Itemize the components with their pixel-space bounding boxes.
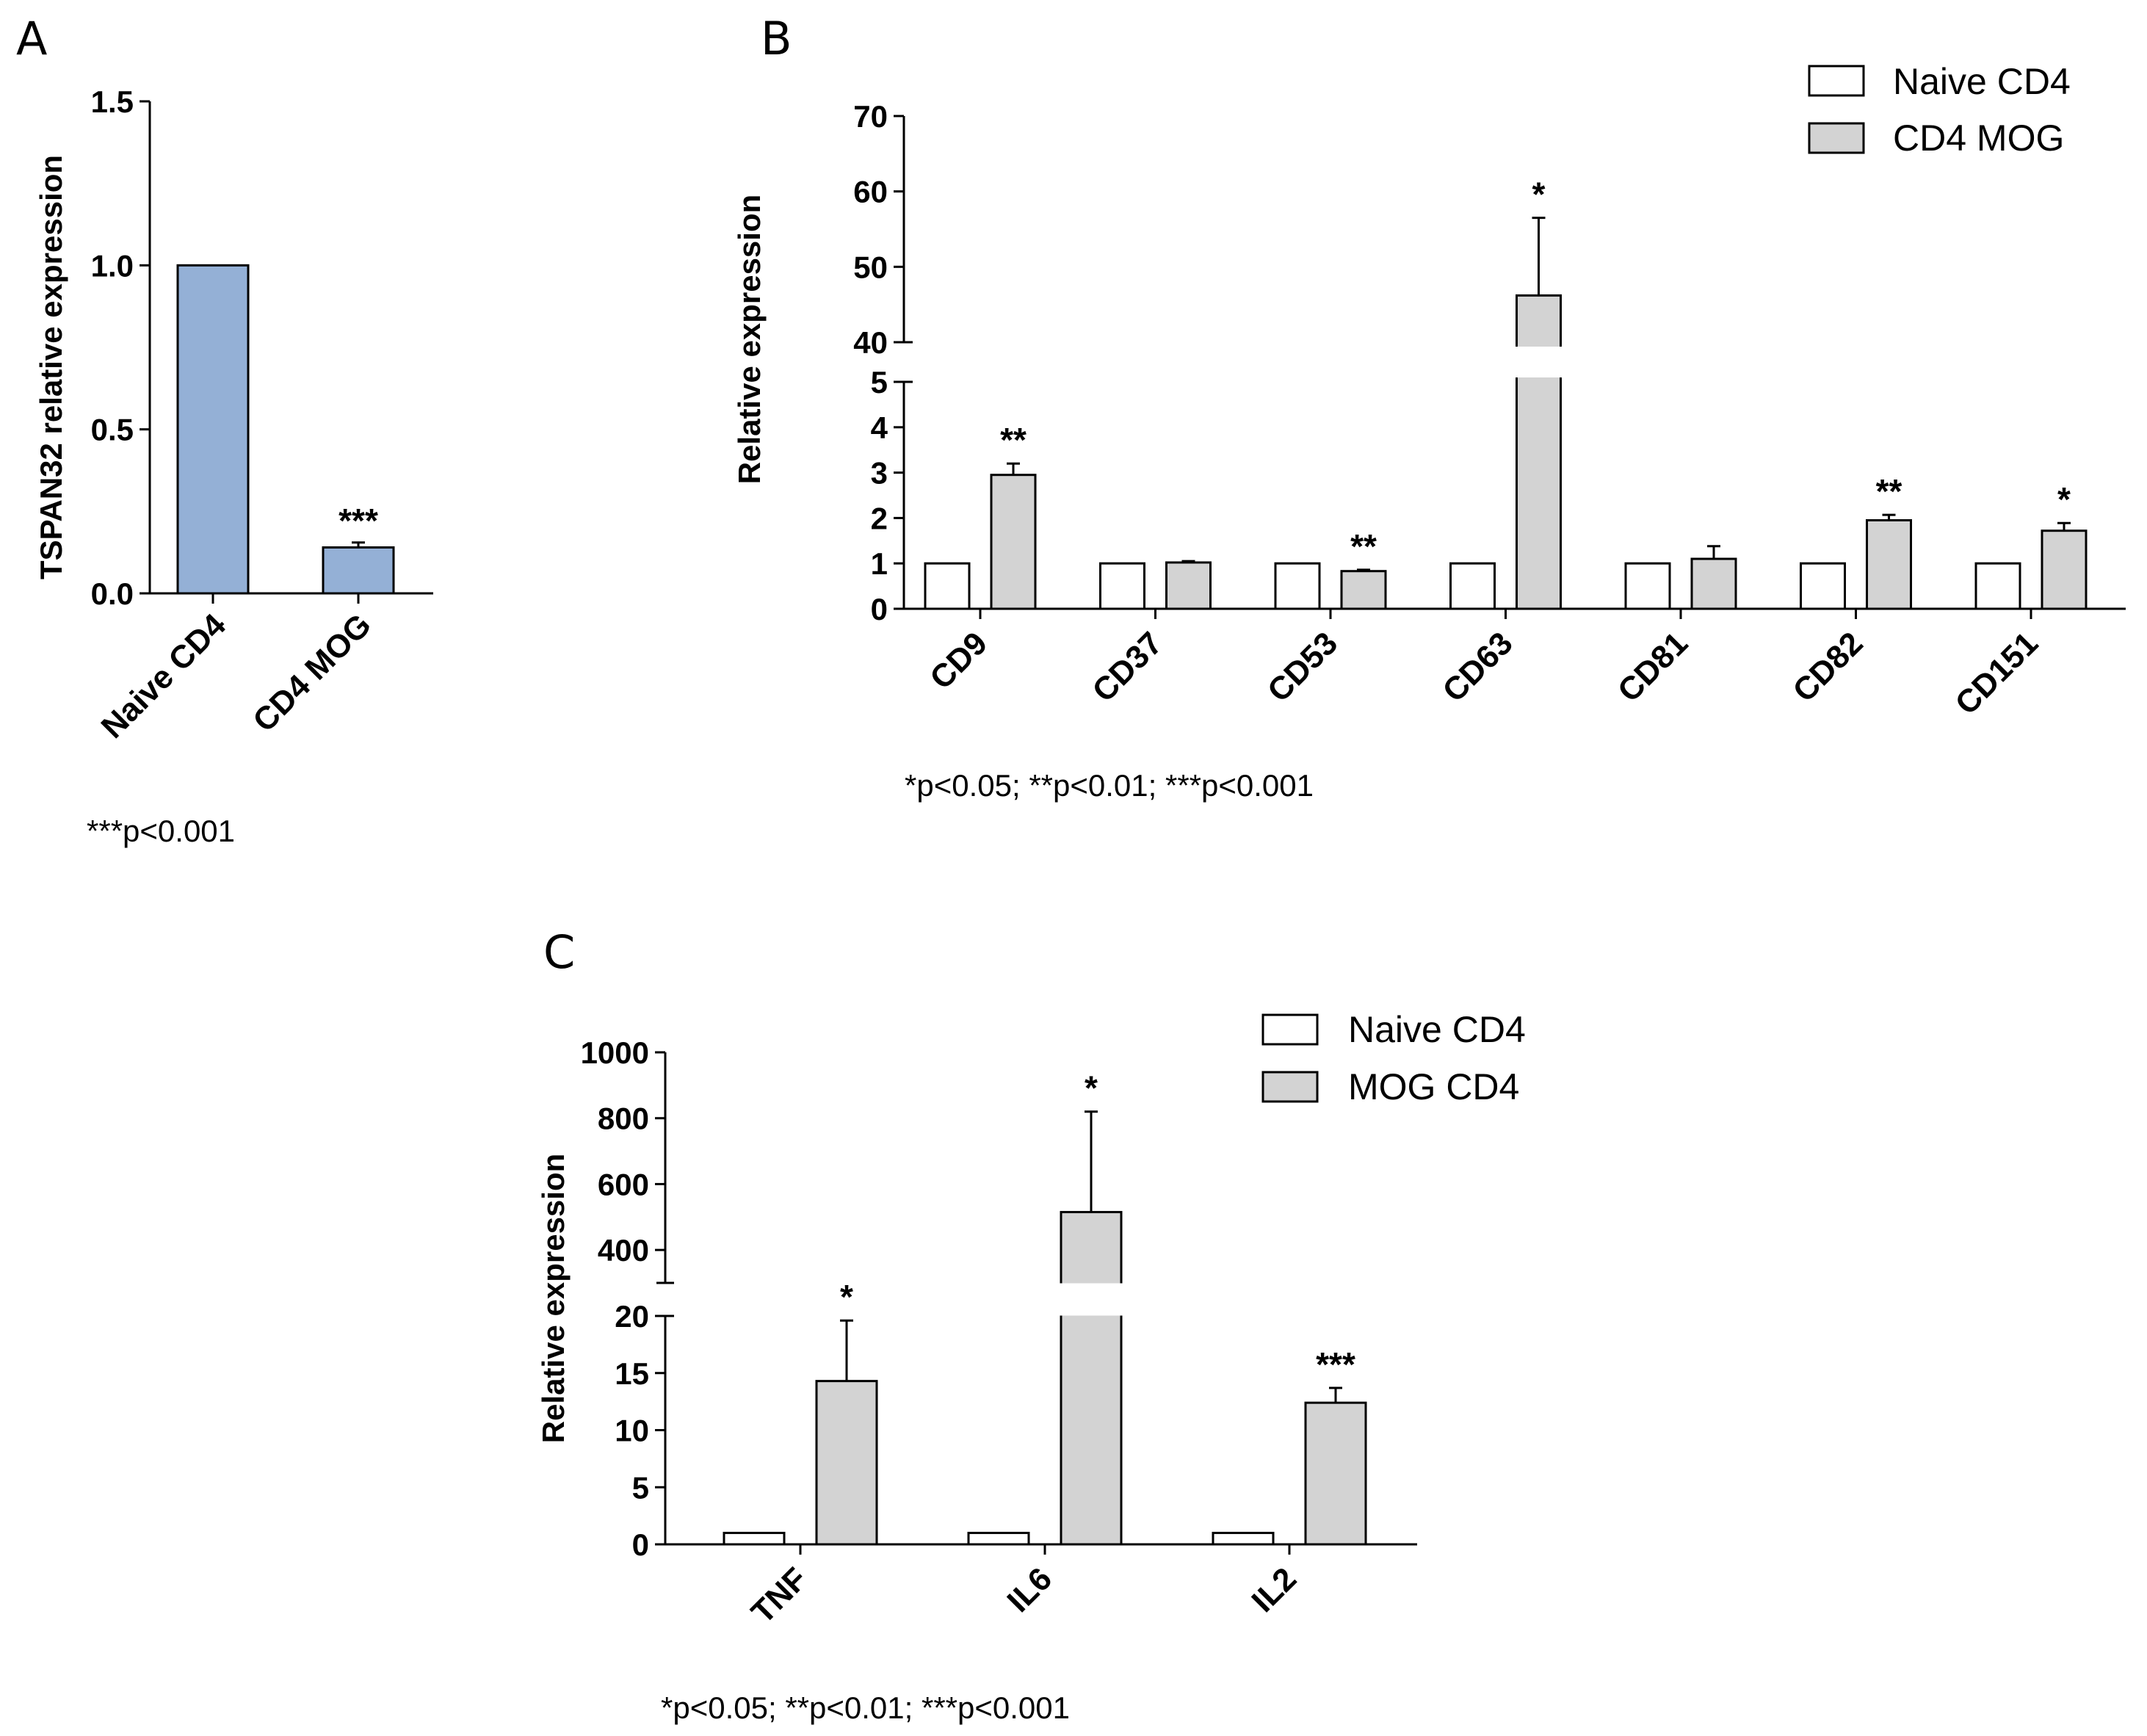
panel-b-bar-mog	[1165, 561, 1212, 610]
panel-b-bar-naive	[1274, 562, 1321, 610]
panel-c-legend-swatch-mog	[1261, 1071, 1319, 1103]
panel-a-significance: ***	[338, 502, 378, 540]
panel-b-category-label: CD9	[923, 625, 994, 696]
panel-c-significance: *	[1085, 1069, 1098, 1107]
panel-b-ylabel: Relative expression	[732, 195, 767, 485]
panel-c-category-label: IL2	[1245, 1560, 1303, 1619]
panel-b-ytick-label: 1	[871, 546, 888, 581]
panel-b-significance: **	[1876, 472, 1902, 510]
panel-a-ytick-label: 1.0	[91, 248, 134, 283]
panel-c-footnote: *p<0.05; **p<0.01; ***p<0.001	[661, 1690, 1070, 1725]
panel-c-ytick-label: 1000	[581, 1035, 649, 1070]
panel-b-bar-mog	[2041, 529, 2088, 610]
panel-c-legend-swatch-naive	[1261, 1013, 1319, 1046]
panel-b-footnote: *p<0.05; **p<0.01; ***p<0.001	[905, 768, 1314, 803]
panel-b-bar-mog	[1690, 557, 1737, 610]
panel-b-ytick-label: 3	[871, 456, 888, 491]
panel-c-ytick-label: 400	[598, 1233, 649, 1267]
panel-c-bar-mog	[815, 1380, 878, 1546]
panel-b-significance: **	[1350, 527, 1377, 565]
panel-b-ytick-label: 2	[871, 501, 888, 535]
panel-b-ytick-label: 70	[853, 99, 888, 134]
panel-a-category-label: Naive CD4	[95, 607, 233, 745]
panel-c-significance: *	[840, 1278, 853, 1316]
panel-a-ytick-label: 1.5	[91, 84, 134, 119]
panel-b-bar-naive	[1800, 562, 1846, 610]
panel-b-significance: *	[1532, 176, 1546, 214]
panel-c-ytick-label: 600	[598, 1167, 649, 1201]
panel-b-ytick-label: 5	[871, 365, 888, 399]
panel-b-bar-naive	[1974, 562, 2021, 610]
panel-a-ylabel: TSPAN32 relative expression	[34, 155, 68, 579]
panel-a-ytick-label: 0.0	[91, 576, 134, 611]
panel-c-bar-mog	[1304, 1401, 1367, 1546]
panel-c-ytick-label: 5	[632, 1470, 649, 1505]
panel-b-letter: B	[761, 12, 792, 65]
panel-b-bar-mog	[1340, 570, 1387, 610]
panel-b-legend-label-naive: Naive CD4	[1893, 61, 2071, 102]
panel-b-bar-mog	[990, 474, 1037, 610]
panel-c-legend-label-naive: Naive CD4	[1348, 1009, 1526, 1050]
panel-c-significance: ***	[1316, 1345, 1355, 1384]
panel-b-ytick-label: 60	[853, 175, 888, 209]
panel-b-ytick-label: 0	[871, 592, 888, 626]
panel-c-bar-naive	[723, 1531, 786, 1546]
panel-c-bar-naive	[967, 1531, 1030, 1546]
panel-c-ytick-label: 15	[615, 1356, 649, 1391]
panel-b-category-label: CD37	[1085, 625, 1169, 709]
panel-a-bar	[322, 546, 395, 595]
panel-b-bar-naive	[1624, 562, 1671, 610]
panel-c-bar-break-gap	[1058, 1283, 1124, 1316]
panel-a-footnote: ***p<0.001	[87, 814, 235, 848]
panel-c-bar-mog	[1060, 1211, 1123, 1546]
panel-c-ytick-label: 20	[615, 1299, 649, 1334]
panel-a-bar	[176, 264, 250, 595]
panel-c-letter: C	[543, 925, 575, 979]
panel-c-legend: Naive CD4 MOG CD4	[1261, 1009, 1526, 1107]
panel-b-bar-naive	[924, 562, 971, 610]
panel-c-ylabel: Relative expression	[536, 1154, 571, 1444]
panel-b-significance: *	[2057, 480, 2071, 518]
panel-a-category-label: CD4 MOG	[246, 607, 378, 739]
panel-b-legend: Naive CD4 CD4 MOG	[1808, 61, 2071, 159]
panel-b-ytick-label: 50	[853, 250, 888, 284]
panel-c-ytick-label: 0	[632, 1527, 649, 1562]
panel-b-significance: **	[1000, 421, 1027, 459]
panel-b-category-label: CD151	[1949, 625, 2045, 721]
panel-b-ytick-label: 40	[853, 325, 888, 360]
panel-a-chart: *** 0.0 0.5 1.0 1.5 Naive CD4 CD4 MOG TSPAN3…	[34, 84, 433, 848]
panel-c-category-label: IL6	[1000, 1560, 1059, 1619]
panel-a-letter: A	[16, 12, 47, 65]
panel-c-ytick-label: 10	[615, 1414, 649, 1448]
panel-c-category-label: TNF	[745, 1560, 814, 1630]
panel-a-ytick-label: 0.5	[91, 413, 134, 447]
panel-c-legend-label-mog: MOG CD4	[1348, 1066, 1519, 1107]
panel-b-bar-mog	[1866, 518, 1912, 610]
panel-b-category-label: CD82	[1786, 625, 1869, 709]
panel-b-ytick-label: 4	[871, 411, 888, 445]
panel-b-bar-naive	[1449, 562, 1496, 610]
panel-b-bar-naive	[1099, 562, 1145, 610]
panel-b-category-label: CD81	[1611, 625, 1695, 709]
panel-b-category-label: CD63	[1435, 625, 1519, 709]
panel-c-bar-naive	[1212, 1531, 1275, 1546]
panel-b-bar-break-gap	[1513, 347, 1564, 377]
panel-b-category-label: CD53	[1261, 625, 1344, 709]
panel-b-legend-swatch-mog	[1808, 122, 1865, 154]
panel-b-bar-mog	[1516, 294, 1562, 610]
panel-b-legend-label-mog: CD4 MOG	[1893, 117, 2064, 159]
panel-b-legend-swatch-naive	[1808, 65, 1865, 97]
panel-c-ytick-label: 800	[598, 1102, 649, 1136]
